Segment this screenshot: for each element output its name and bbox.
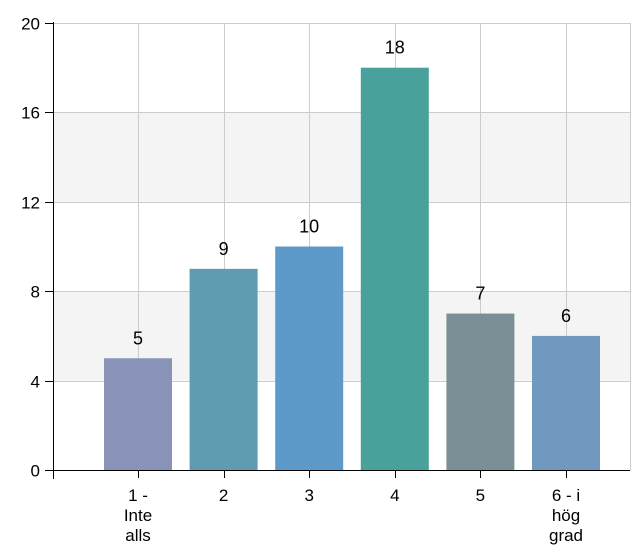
- x-tick-label: 3: [304, 486, 313, 505]
- y-tick-label: 8: [31, 283, 40, 302]
- y-tick-label: 16: [21, 104, 40, 123]
- y-axis-ticks: 0 4 8 12 16 20: [21, 15, 53, 481]
- x-tick-label: 6 - i hög grad: [549, 486, 583, 545]
- y-tick-label: 12: [21, 194, 40, 213]
- bars: [104, 67, 600, 470]
- bar: [104, 358, 172, 470]
- x-tick-label: 1 -Inte alls: [124, 486, 152, 545]
- bar: [275, 246, 344, 470]
- data-labels: 5 9 10 18 7 6: [133, 38, 571, 349]
- background-band: [53, 112, 630, 202]
- x-tick-label: 4: [390, 486, 399, 505]
- bar-value-label: 10: [299, 217, 319, 237]
- bar-value-label: 6: [561, 306, 571, 326]
- bar: [446, 313, 515, 470]
- bar-value-label: 9: [219, 239, 229, 259]
- x-tick-label: 5: [476, 486, 485, 505]
- bar-value-label: 5: [133, 328, 143, 348]
- bar: [532, 335, 600, 470]
- y-tick-label: 0: [31, 462, 40, 481]
- bar: [360, 67, 429, 470]
- bar: [189, 268, 258, 470]
- x-axis-ticks: 1 -Inte alls 2 3 4 5 6 - i hög grad: [124, 470, 583, 545]
- y-tick-label: 20: [21, 15, 40, 34]
- bar-value-label: 7: [475, 284, 485, 304]
- x-tick-label: 2: [219, 486, 228, 505]
- y-tick-label: 4: [31, 373, 40, 392]
- bar-value-label: 18: [385, 38, 405, 58]
- axes: [45, 22, 630, 479]
